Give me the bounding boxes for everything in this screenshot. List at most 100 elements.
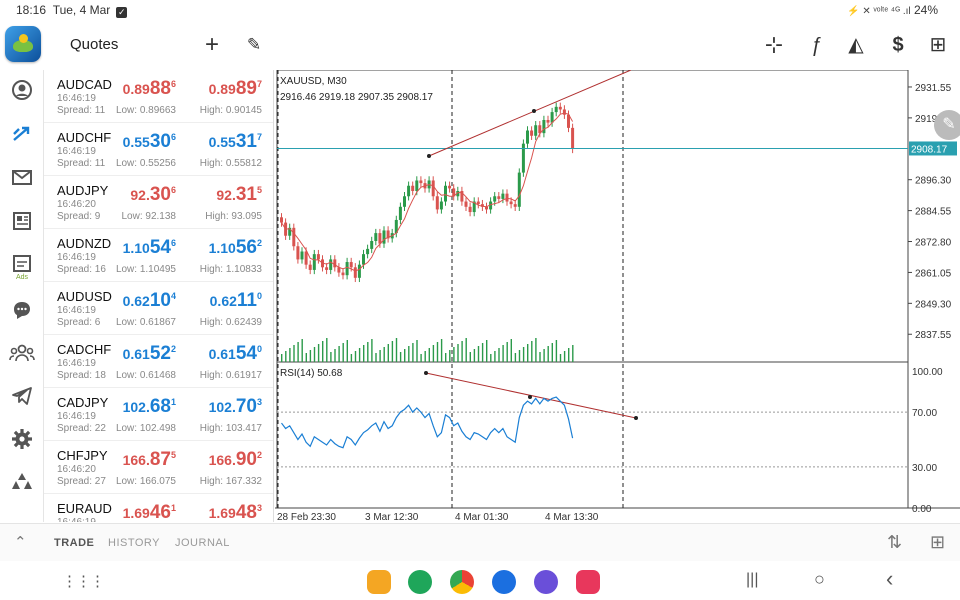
phone-app-icon[interactable] — [408, 570, 432, 594]
candle — [329, 259, 333, 270]
price-tick-label: 2872.80 — [915, 238, 952, 249]
quote-high: High: 103.417 — [199, 423, 262, 434]
trend-point — [528, 395, 532, 399]
edit-list-icon[interactable]: ✎ — [246, 35, 262, 54]
recent-apps-icon[interactable]: ||| — [746, 571, 759, 588]
add-symbol-icon[interactable]: + — [204, 31, 219, 58]
candle — [448, 185, 452, 189]
quote-bid: 0.89886 — [122, 78, 176, 99]
messages-app-icon[interactable] — [492, 570, 516, 594]
candle — [431, 180, 435, 197]
browser-app-icon[interactable] — [534, 570, 558, 594]
candle — [398, 206, 402, 220]
quote-time: 16:46:19 — [57, 517, 96, 522]
app-drawer-icon[interactable]: ⋮⋮⋮ — [62, 573, 105, 590]
quote-bid: 166.875 — [122, 449, 176, 470]
side-navigation: Ads — [0, 70, 44, 522]
app-logo-icon[interactable] — [5, 26, 41, 62]
new-order-icon[interactable]: ⊞ — [929, 34, 947, 56]
nav-mail-icon[interactable] — [8, 165, 36, 193]
sort-icon[interactable]: ⇅ — [887, 532, 903, 552]
candle — [505, 193, 509, 202]
time-tick-label: 4 Mar 13:30 — [545, 512, 599, 522]
chrome-app-icon[interactable] — [450, 570, 474, 594]
price-tick-label: 2884.55 — [915, 207, 952, 218]
quote-ask: 92.315 — [216, 184, 262, 205]
candle — [366, 248, 370, 255]
chart-frame — [276, 69, 909, 509]
rsi-tick-label: 30.00 — [912, 463, 937, 474]
candle — [464, 201, 468, 207]
candle — [407, 185, 411, 197]
nav-chat-icon[interactable] — [8, 298, 36, 326]
back-icon[interactable]: ‹ — [886, 566, 894, 591]
candle — [542, 119, 546, 134]
page-title: Quotes — [70, 36, 119, 53]
candle — [550, 112, 554, 123]
candle — [468, 206, 472, 213]
trend-point — [424, 371, 428, 375]
quote-ask: 0.55317 — [208, 131, 262, 152]
nav-news-icon[interactable] — [8, 209, 36, 237]
nav-quotes-icon[interactable] — [8, 78, 36, 106]
chart-area[interactable]: 2931.55 2919.80 2896.30 2884.55 2872.80 2861.… — [275, 69, 960, 523]
candle — [333, 259, 337, 268]
quote-row-cadjpy[interactable]: CADJPY 16:46:19 Spread: 22 102.681 102.703 Lo… — [44, 388, 273, 441]
tab-trade[interactable]: TRADE — [54, 537, 95, 549]
chart-symbol-label: XAUUSD, M30 — [280, 76, 347, 87]
quote-row-audnzd[interactable]: AUDNZD 16:46:19 Spread: 16 1.10546 1.10562 Lo… — [44, 229, 273, 282]
rsi-line — [281, 396, 574, 449]
quote-ask: 1.10562 — [208, 237, 262, 258]
quote-high: High: 0.90145 — [199, 105, 262, 116]
new-order-bottom-icon[interactable]: ⊞ — [930, 532, 946, 552]
quote-symbol: AUDJPY — [57, 183, 109, 198]
price-tick-label: 2861.05 — [915, 268, 952, 279]
candle — [300, 251, 304, 260]
trend-point — [427, 154, 431, 158]
symbol-change-icon[interactable]: $ — [892, 34, 904, 56]
camera-app-icon[interactable] — [576, 570, 600, 594]
time-tick-label: 3 Mar 12:30 — [365, 512, 419, 522]
nav-chart-icon[interactable] — [8, 122, 36, 150]
nav-telegram-icon[interactable] — [8, 384, 36, 412]
tab-journal[interactable]: JOURNAL — [175, 537, 230, 549]
candle — [439, 201, 443, 210]
nav-community-icon[interactable] — [8, 341, 36, 369]
svg-text:Ads: Ads — [16, 274, 29, 281]
check-icon: ✓ — [116, 7, 128, 18]
nav-calendar-ads-icon[interactable]: Ads — [8, 253, 36, 281]
quote-bid: 0.61522 — [122, 343, 176, 364]
candle — [288, 227, 292, 236]
objects-icon[interactable]: ◭ — [848, 34, 864, 56]
tab-history[interactable]: HISTORY — [108, 537, 160, 549]
quote-row-audchf[interactable]: AUDCHF 16:46:19 Spread: 11 0.55306 0.55317 Lo… — [44, 123, 273, 176]
candle — [493, 196, 497, 202]
quote-spread: Spread: 18 — [57, 370, 106, 381]
quote-spread: Spread: 22 — [57, 423, 106, 434]
files-app-icon[interactable] — [367, 570, 391, 594]
quote-symbol: AUDNZD — [57, 236, 112, 251]
quote-low: Low: 102.498 — [115, 423, 176, 434]
crosshair-icon[interactable]: ⊹ — [764, 32, 784, 57]
rsi-tick-label: 100.00 — [912, 367, 943, 378]
quote-high: High: 0.62439 — [199, 317, 262, 328]
quote-row-chfjpy[interactable]: CHFJPY 16:46:20 Spread: 27 166.875 166.902 Lo… — [44, 441, 273, 494]
expand-chevron-icon[interactable]: ⌃ — [14, 534, 28, 551]
home-icon[interactable]: ○ — [814, 569, 825, 589]
price-tick-label: 2896.30 — [915, 176, 952, 187]
nav-settings-gear-icon[interactable] — [8, 427, 36, 455]
candle — [452, 188, 456, 197]
quote-row-audcad[interactable]: AUDCAD 16:46:19 Spread: 11 0.89886 0.89897 Lo… — [44, 70, 273, 123]
nav-broker-icon[interactable] — [8, 470, 36, 498]
quote-row-audusd[interactable]: AUDUSD 16:46:19 Spread: 6 0.62104 0.62110 Low… — [44, 282, 273, 335]
candle — [476, 201, 480, 205]
quote-time: 16:46:19 — [57, 305, 96, 316]
candle — [497, 196, 501, 199]
indicators-icon[interactable]: ƒ — [810, 34, 822, 56]
candle — [374, 233, 378, 241]
quote-row-cadchf[interactable]: CADCHF 16:46:19 Spread: 18 0.61522 0.61540 Lo… — [44, 335, 273, 388]
chart-edit-icon[interactable]: ✎ — [934, 110, 960, 140]
quote-row-audjpy[interactable]: AUDJPY 16:46:20 Spread: 9 92.306 92.315 Low: … — [44, 176, 273, 229]
candle — [316, 254, 320, 260]
